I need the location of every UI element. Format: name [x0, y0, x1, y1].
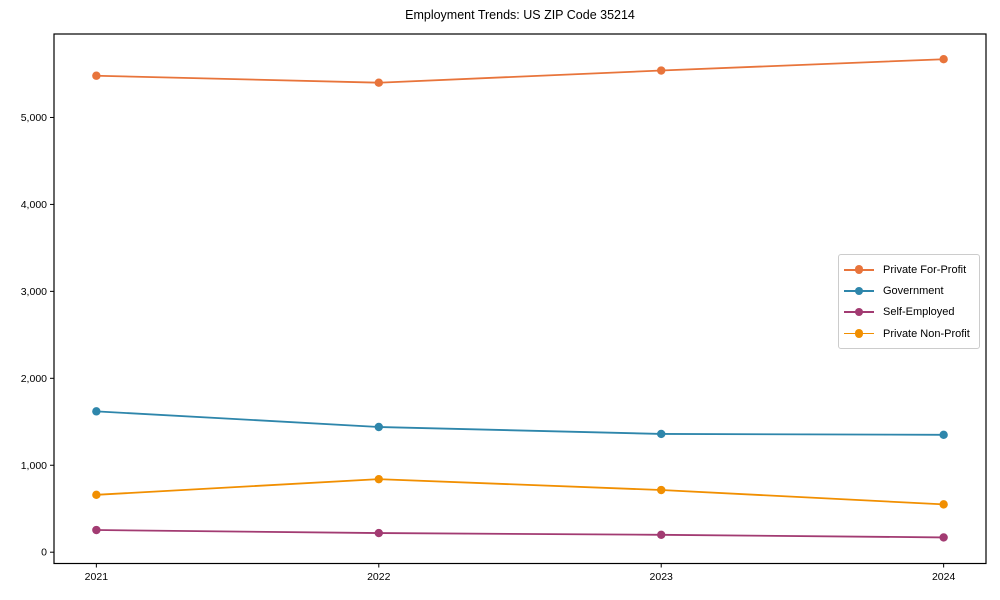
series-line-government — [95, 410, 945, 436]
data-point — [92, 407, 101, 416]
data-point — [939, 500, 948, 509]
x-tick-label: 2023 — [650, 571, 674, 583]
legend-item: Private Non-Profit — [844, 323, 973, 344]
data-point — [939, 430, 948, 440]
legend-swatch-icon — [844, 265, 874, 274]
plot-border — [53, 33, 987, 565]
y-tick-label: 5,000 — [21, 112, 47, 124]
legend-label: Government — [883, 284, 944, 297]
legend-label: Private For-Profit — [883, 263, 967, 276]
y-tick-label: 4,000 — [21, 199, 47, 211]
data-point — [939, 533, 948, 542]
data-point — [657, 530, 666, 540]
x-tick-label: 2021 — [85, 571, 109, 583]
x-tick-label: 2022 — [367, 571, 391, 583]
legend-label: Self-Employed — [883, 306, 955, 319]
data-point — [92, 71, 101, 80]
data-point — [374, 422, 383, 432]
legend-item: Private For-Profit — [844, 259, 973, 280]
chart-title: Employment Trends: US ZIP Code 35214 — [405, 8, 635, 22]
legend-item: Government — [844, 280, 973, 301]
data-point — [92, 525, 101, 535]
y-tick-label: 2,000 — [21, 373, 47, 385]
legend-swatch-icon — [844, 329, 874, 338]
y-tick-label: 0 — [41, 547, 47, 559]
data-point — [657, 66, 666, 75]
data-point — [92, 490, 101, 500]
y-tick-label: 3,000 — [21, 286, 47, 298]
legend-swatch-icon — [844, 286, 874, 296]
data-point — [657, 485, 666, 495]
x-tick-label: 2024 — [932, 571, 956, 583]
series-line-self-employed — [95, 529, 945, 539]
data-point — [939, 55, 948, 64]
data-point — [374, 78, 383, 87]
y-tick-label: 1,000 — [21, 460, 47, 472]
legend-swatch-icon — [844, 308, 874, 317]
legend-label: Private Non-Profit — [883, 327, 970, 340]
series-line-private-non-profit — [95, 478, 945, 506]
data-point — [657, 429, 666, 439]
series-line-private-for-profit — [95, 58, 945, 84]
legend: Private For-Profit Government Self-Employe… — [838, 254, 980, 350]
data-point — [374, 528, 383, 538]
data-point — [374, 474, 383, 484]
legend-item: Self-Employed — [844, 302, 973, 323]
